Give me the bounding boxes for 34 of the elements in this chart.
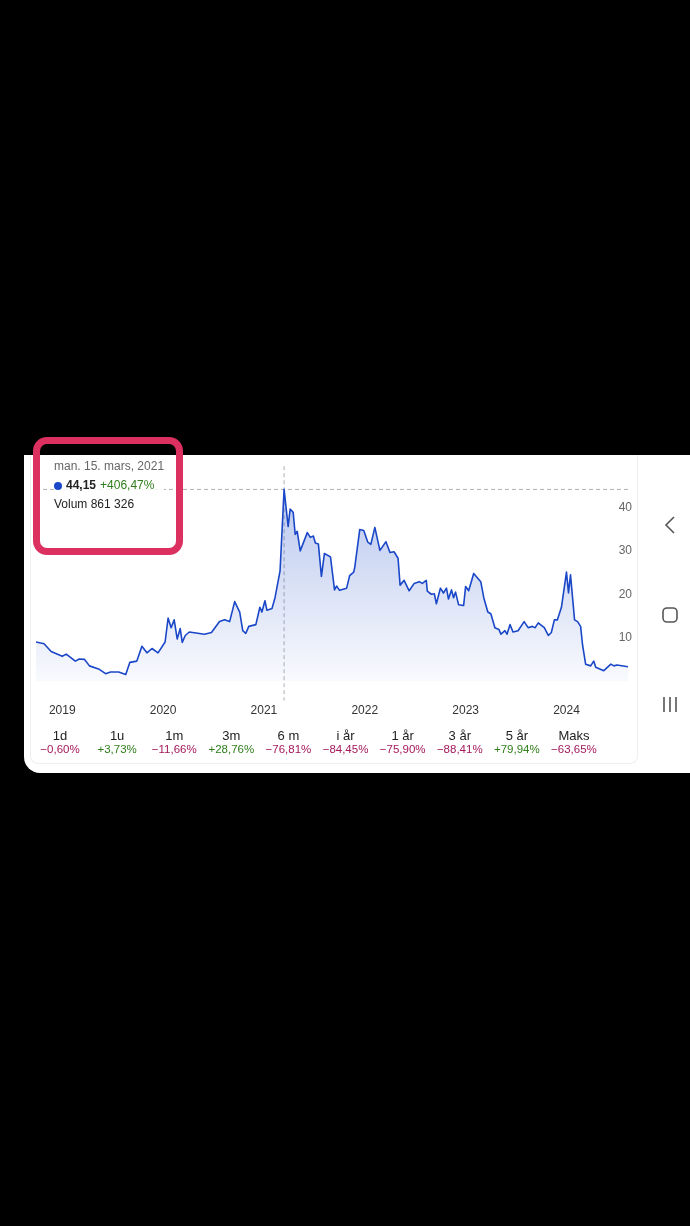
y-tick-label: 40 [618, 499, 633, 514]
category-label: 5 år [504, 728, 530, 743]
x-tick-label: 2022 [351, 703, 379, 718]
annotation: +406,47% [100, 477, 155, 494]
text: −11,66% [151, 743, 197, 755]
category-label: 1 år [390, 728, 415, 743]
x-tick-label: 2023 [452, 703, 480, 718]
text: −76,81% [265, 743, 312, 755]
text: −84,45% [322, 743, 369, 755]
text: +79,94% [494, 743, 540, 755]
text: −75,90% [379, 743, 426, 755]
text: +28,76% [208, 743, 255, 755]
category-label: 1d [51, 728, 69, 743]
category-label: 3m [221, 728, 242, 743]
category-label: 3 år [447, 728, 472, 743]
annotation: 44,15 [66, 477, 97, 494]
text: −63,65% [551, 743, 597, 755]
x-tick-label: 2019 [48, 703, 76, 718]
category-label: i år [335, 728, 356, 743]
category-label: 6 m [276, 728, 301, 743]
x-tick-label: 2020 [149, 703, 177, 718]
category-label: 1m [164, 728, 185, 743]
annotation: Volum 861 326 [54, 496, 136, 513]
x-tick-label: 2024 [553, 703, 581, 718]
text: +3,73% [97, 743, 137, 755]
text: −0,60% [40, 743, 80, 755]
category-label: 1u [108, 728, 126, 743]
y-tick-label: 20 [618, 586, 633, 601]
text: −88,41% [436, 743, 483, 755]
x-tick-label: 2021 [250, 703, 278, 718]
annotation: man. 15. mars, 2021 [54, 458, 165, 475]
y-tick-label: 10 [618, 629, 633, 644]
y-tick-label: 30 [618, 543, 633, 558]
category-label: Maks [557, 728, 591, 743]
